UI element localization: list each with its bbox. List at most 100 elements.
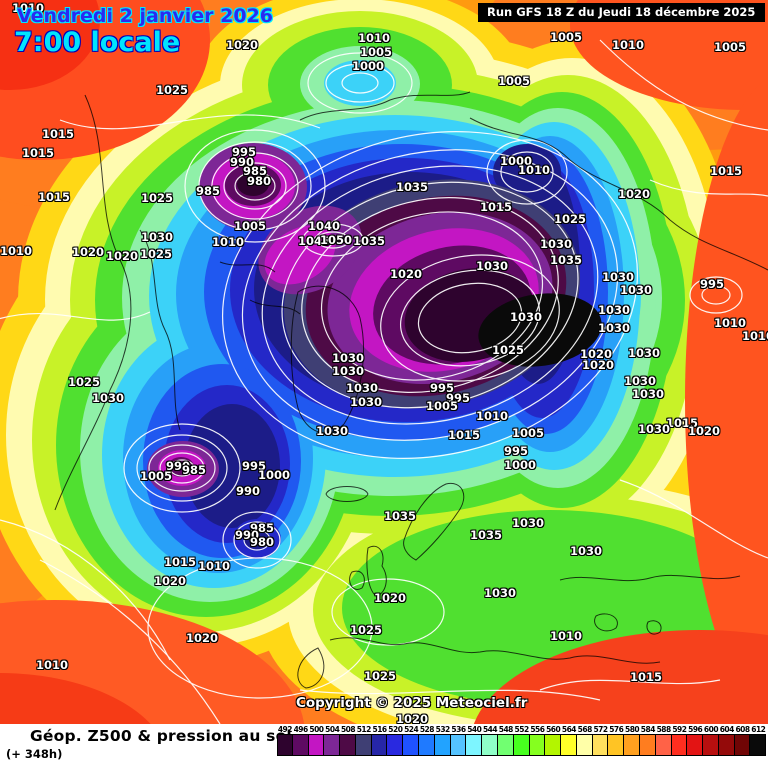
pressure-label: 1030 xyxy=(332,351,365,365)
pressure-label: 1035 xyxy=(384,509,417,523)
forecast-time: 7:00 locale xyxy=(14,27,181,58)
colorbar-value: 592 xyxy=(672,725,687,734)
forecast-lead-time: (+ 348h) xyxy=(6,747,63,761)
colorbar-value: 496 xyxy=(293,725,309,734)
colorbar-swatch xyxy=(482,734,498,756)
colorbar-cell: 532 xyxy=(434,725,451,756)
pressure-label: 1010 xyxy=(550,629,583,643)
pressure-label: 990 xyxy=(236,484,261,498)
colorbar-cell: 612 xyxy=(750,726,767,756)
colorbar-value: 588 xyxy=(656,725,672,734)
colorbar-cell: 492 xyxy=(277,726,293,756)
pressure-label: 1030 xyxy=(332,364,365,378)
colorbar-swatch xyxy=(497,734,514,756)
map-title: Géop. Z500 & pression au sol xyxy=(30,727,292,745)
low-atlantic xyxy=(147,441,219,497)
pressure-label: 1000 xyxy=(500,154,533,168)
colorbar-value: 504 xyxy=(325,725,340,734)
colorbar-value: 596 xyxy=(688,725,703,734)
colorbar-cell: 572 xyxy=(592,726,609,756)
pressure-label: 1040 xyxy=(308,219,341,233)
colorbar-swatch xyxy=(624,734,640,756)
pressure-label: 1020 xyxy=(580,347,613,361)
model-run-info: Run GFS 18 Z du Jeudi 18 décembre 2025 xyxy=(478,3,765,22)
pressure-label: 1005 xyxy=(360,45,393,59)
colorbar-value: 552 xyxy=(514,725,530,734)
contour-lines xyxy=(0,39,768,724)
low-small-south xyxy=(233,519,281,559)
pressure-label: 1030 xyxy=(141,230,174,244)
pressure-label: 1030 xyxy=(638,422,671,436)
legend-bar: Géop. Z500 & pression au sol (+ 348h) 49… xyxy=(0,724,768,768)
pressure-label: 1030 xyxy=(350,395,383,409)
colorbar-swatch xyxy=(671,734,688,756)
colorbar-value: 500 xyxy=(309,725,324,734)
colorbar-value: 524 xyxy=(404,725,419,734)
colorbar-cell: 496 xyxy=(292,725,309,756)
pressure-label: 1030 xyxy=(624,374,657,388)
colorbar-cell: 604 xyxy=(718,726,735,756)
pressure-label: 1020 xyxy=(582,358,615,372)
colorbar-value: 584 xyxy=(640,725,656,734)
colorbar-swatch xyxy=(513,734,530,756)
pressure-label: 1020 xyxy=(72,245,105,259)
colorbar-swatch xyxy=(734,734,751,756)
pressure-label: 1015 xyxy=(666,416,699,430)
colorbar-value: 600 xyxy=(703,725,719,734)
pressure-label: 1030 xyxy=(598,321,631,335)
colorbar-value: 528 xyxy=(419,725,435,734)
pressure-label: 1005 xyxy=(426,399,459,413)
pressure-label: 1035 xyxy=(550,253,583,267)
colorbar-cell: 580 xyxy=(624,726,640,756)
colorbar-swatch xyxy=(592,734,609,756)
pressure-label: 1030 xyxy=(540,237,573,251)
pressure-label: 995 xyxy=(232,145,257,159)
pressure-label: 1015 xyxy=(164,555,197,569)
pressure-label: 1045 xyxy=(298,234,331,248)
colorbar-cell: 584 xyxy=(639,725,656,756)
pressure-label: 1030 xyxy=(512,516,545,530)
colorbar-value: 556 xyxy=(530,725,545,734)
colorbar-cell: 520 xyxy=(387,726,404,756)
colorbar-value: 492 xyxy=(277,725,293,734)
pressure-label: 1010 xyxy=(742,329,768,343)
colorbar-value: 580 xyxy=(625,725,640,734)
pressure-label: 1015 xyxy=(710,164,743,178)
pressure-label: 1030 xyxy=(602,270,635,284)
colorbar-value: 532 xyxy=(435,725,451,734)
pressure-label: 1020 xyxy=(226,38,259,52)
colorbar-swatch xyxy=(371,734,388,756)
pressure-label: 1010 xyxy=(612,38,645,52)
colorbar-cell: 596 xyxy=(687,725,704,756)
colorbar-swatch xyxy=(324,734,341,756)
band-red xyxy=(0,0,768,724)
colorbar-swatch xyxy=(340,734,356,756)
colorbar-swatch xyxy=(355,734,372,756)
colorbar-cell: 556 xyxy=(529,725,546,756)
colorbar-cell: 540 xyxy=(466,726,483,756)
pressure-label: 1020 xyxy=(106,249,139,263)
colorbar-cell: 568 xyxy=(576,726,593,756)
colorbar-swatch xyxy=(639,734,656,756)
pressure-label: 1030 xyxy=(628,346,661,360)
pressure-label: 990 xyxy=(166,459,191,473)
low-northwest xyxy=(199,143,307,231)
pressure-label: 1005 xyxy=(714,40,747,54)
colorbar-value: 512 xyxy=(356,725,372,734)
pressure-label: 1030 xyxy=(620,283,653,297)
colorbar-swatch xyxy=(277,734,293,756)
pressure-label: 1010 xyxy=(0,244,33,258)
colorbar-cell: 560 xyxy=(545,726,562,756)
pressure-label: 985 xyxy=(196,184,221,198)
pressure-label: 1050 xyxy=(320,233,353,247)
pressure-label: 1010 xyxy=(212,235,245,249)
colorbar-swatch xyxy=(419,734,435,756)
colorbar-swatch xyxy=(561,734,577,756)
colorbar-cell: 588 xyxy=(655,725,672,756)
pressure-label: 1020 xyxy=(154,574,187,588)
pressure-label: 1005 xyxy=(550,30,583,44)
pressure-label: 995 xyxy=(700,277,725,291)
pressure-label: 1025 xyxy=(68,375,101,389)
colorbar-swatch xyxy=(529,734,546,756)
